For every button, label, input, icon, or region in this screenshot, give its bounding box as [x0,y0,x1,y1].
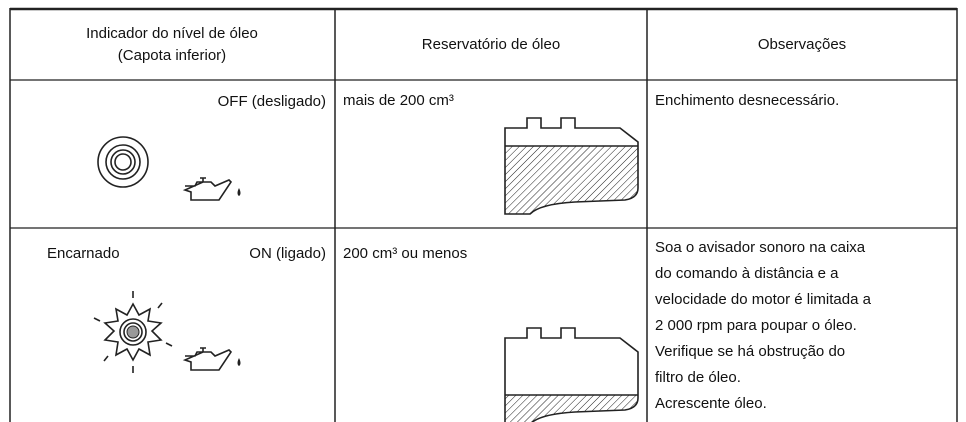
gauge-off [97,136,149,188]
tank-full [504,117,639,215]
header-text: (Capota inferior) [118,47,226,64]
indicator-status: ON (ligado) [249,245,326,262]
note-line: velocidade do motor é limitada a [655,291,872,308]
note-line: filtro de óleo. [655,369,741,386]
level: 200 cm³ ou menos [343,245,467,262]
note-line: Soa o avisador sonoro na caixa [655,239,866,256]
oil-can-icon [184,347,242,371]
tank-low [504,327,639,422]
header-text: Reservatório de óleo [422,36,560,53]
indicator-status: OFF (desligado) [218,93,326,110]
oil-can-icon [184,177,242,201]
header-text: Indicador do nível de óleo [86,25,258,42]
gauge-on [93,291,173,373]
note-line: do comando à distância e a [655,265,839,282]
indicator-color: Encarnado [47,245,120,262]
note-line: Acrescente óleo. [655,395,767,412]
note-line: Enchimento desnecessário. [655,92,839,109]
note-line: 2 000 rpm para poupar o óleo. [655,317,857,334]
level: mais de 200 cm³ [343,92,454,109]
note-line: Verifique se há obstrução do [655,343,845,360]
header-text: Observações [758,36,846,53]
